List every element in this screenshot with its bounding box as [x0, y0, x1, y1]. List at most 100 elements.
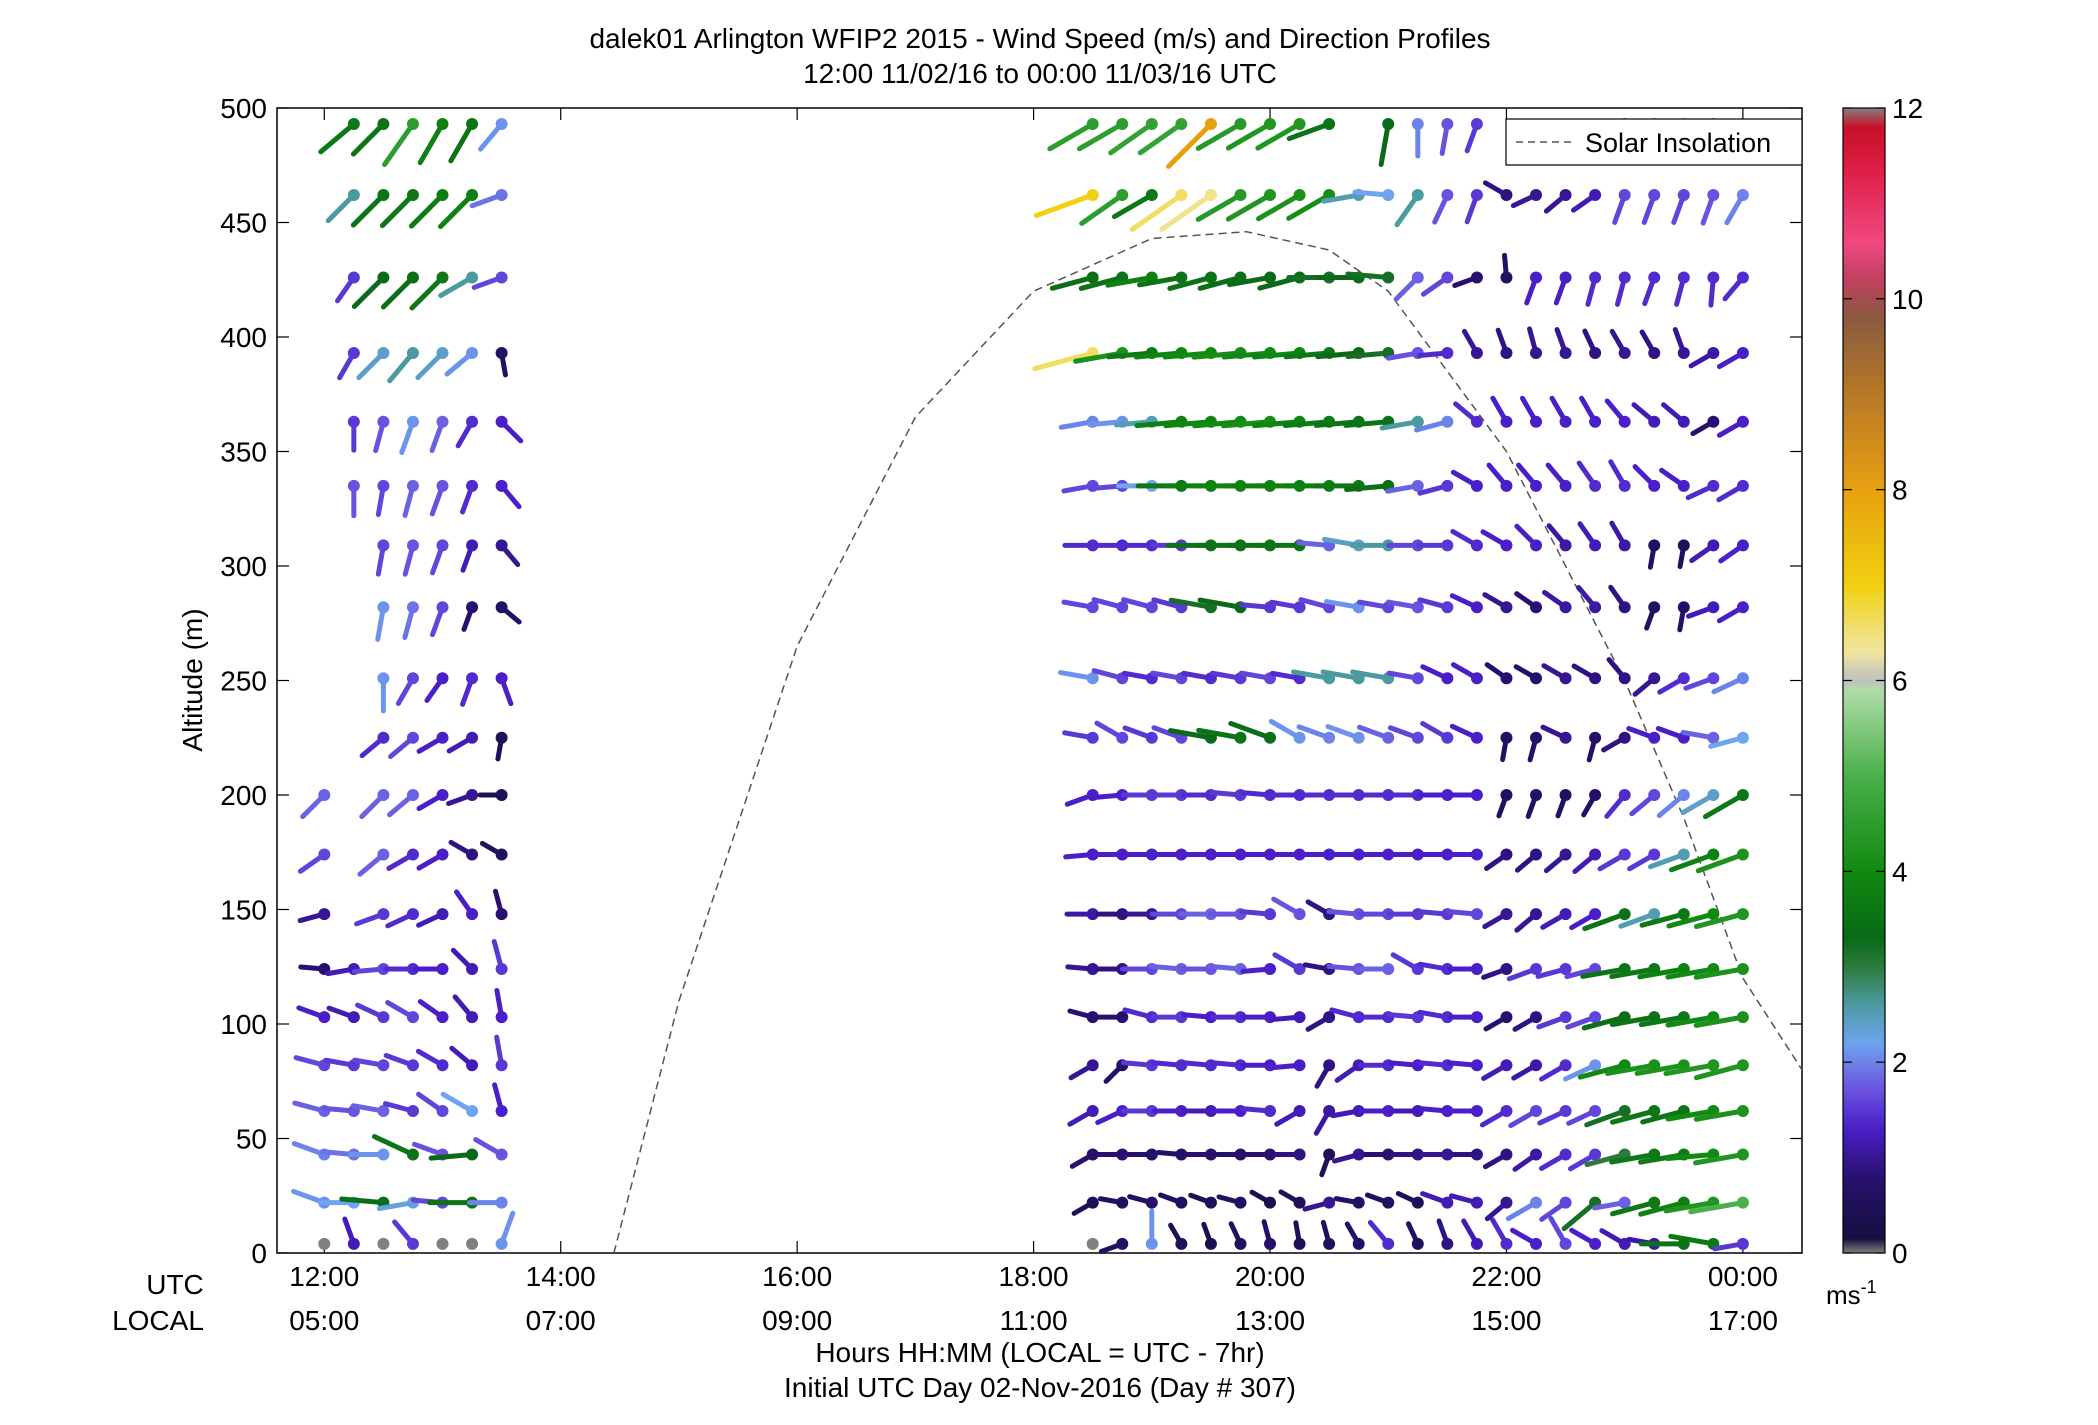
wind-barb-shaft [1168, 597, 1214, 610]
wind-barb-shaft [1640, 1108, 1687, 1125]
wind-barb-head [436, 189, 449, 202]
wind-barb-head [1618, 189, 1631, 202]
wind-barb-head [1707, 539, 1720, 552]
wind-barb-shaft [1693, 1014, 1746, 1028]
wind-barb-shaft [1283, 350, 1332, 360]
wind-barb-shaft [380, 274, 416, 310]
wind-barb-head [1559, 271, 1572, 284]
wind-barb-shaft [438, 274, 475, 299]
wind-barb-head [466, 963, 479, 976]
wind-barb-head [436, 271, 449, 284]
wind-barb-head [318, 1011, 331, 1024]
wind-barb-head [1382, 1105, 1395, 1118]
wind-barb-head [1500, 479, 1513, 492]
wind-barb-head [1086, 908, 1099, 921]
wind-barb-head [1589, 848, 1602, 861]
wind-barb-head [1323, 1237, 1336, 1250]
wind-barb-head [1086, 271, 1099, 284]
local-row-label: LOCAL [112, 1305, 204, 1336]
wind-barb-head [1116, 1011, 1129, 1024]
wind-barb-head [1559, 1196, 1572, 1209]
wind-barb-head [1204, 271, 1217, 284]
wind-barb-head [1530, 479, 1543, 492]
wind-barb-head [1677, 848, 1690, 861]
wind-barb-head [1736, 1059, 1749, 1072]
wind-barb-shaft [1584, 1108, 1628, 1128]
wind-barb-head [436, 672, 449, 685]
wind-barb-head [1707, 479, 1720, 492]
wind-barb-head [1589, 789, 1602, 801]
wind-barb-head [1086, 189, 1099, 202]
wind-barb-head [1086, 1059, 1099, 1072]
wind-barb-head [1470, 1059, 1483, 1072]
wind-barb-head [1441, 118, 1454, 131]
wind-barb-shaft [1561, 1200, 1598, 1232]
wind-barb-head [1618, 1105, 1631, 1118]
wind-barb-shaft [1609, 1014, 1657, 1028]
wind-barb-shaft [1666, 911, 1716, 929]
wind-barb-head [377, 415, 390, 428]
wind-barb-shaft [351, 274, 386, 310]
wind-barb-head [1264, 118, 1277, 131]
wind-barb-head [495, 672, 508, 685]
x-tick-label-local: 15:00 [1471, 1305, 1541, 1336]
wind-barb-head [1589, 479, 1602, 492]
wind-barb-shaft [1290, 669, 1332, 681]
wind-barb-head [1441, 1196, 1454, 1209]
wind-barb-head [1470, 789, 1483, 801]
y-tick-label: 100 [220, 1009, 267, 1040]
wind-barb-head [466, 731, 479, 744]
wind-barb-shaft [1137, 274, 1184, 288]
wind-barb-head [1530, 601, 1543, 614]
wind-barb-shaft [1047, 121, 1096, 152]
wind-barb-head [1559, 189, 1572, 202]
wind-barb-head [347, 1011, 360, 1024]
wind-barb-shaft [1638, 1014, 1687, 1028]
wind-barb-head [1411, 189, 1424, 202]
colorbar: 0 2 4 6 8 10 12 [1842, 93, 1923, 1269]
wind-barb-shaft [350, 192, 386, 228]
x-axis: 12:00 14:00 16:00 18:00 20:00 22:00 00:00 05:00… [289, 108, 1778, 1336]
wind-barb-head [1707, 848, 1720, 861]
wind-barb-head [1677, 672, 1690, 685]
wind-barb-head [1530, 271, 1543, 284]
wind-barb-shaft [409, 274, 446, 311]
wind-barb-head [1145, 601, 1158, 614]
wind-barb-head [1175, 1148, 1188, 1161]
wind-barb-head [347, 118, 360, 131]
wind-barb-head [1441, 271, 1454, 284]
wind-barb-head [1530, 963, 1543, 976]
wind-barb-head [466, 271, 479, 284]
wind-barb-head [1411, 118, 1424, 131]
wind-barb-head [1441, 479, 1454, 492]
wind-barb-head [1530, 1148, 1543, 1161]
wind-barb-shaft [1343, 419, 1391, 428]
wind-barb-shaft [339, 1196, 386, 1206]
wind-barb-head [1382, 731, 1395, 744]
wind-barb-shaft [428, 1152, 475, 1161]
wind-barb-shaft [1167, 728, 1214, 741]
wind-barb-head [1618, 731, 1631, 744]
wind-barb-head [1293, 1059, 1306, 1072]
wind-barb-head [1470, 963, 1483, 976]
wind-barb-head [1411, 271, 1424, 284]
wind-barb-head [1411, 1237, 1424, 1250]
wind-barb-head [1530, 731, 1543, 744]
wind-barb-head [1293, 1237, 1306, 1250]
wind-barb-shaft [1079, 192, 1125, 226]
wind-barb-head [1707, 189, 1720, 202]
wind-barb-shaft [1111, 192, 1155, 220]
y-tick-label: 50 [236, 1124, 267, 1155]
wind-barb-head [466, 789, 479, 801]
wind-barb-head [1736, 539, 1749, 552]
wind-barb-head [1530, 672, 1543, 685]
wind-barb-head [1382, 271, 1395, 284]
wind-barb-head [1618, 479, 1631, 492]
wind-barb-shaft [1255, 121, 1303, 151]
wind-barb-shaft [1582, 911, 1628, 932]
colorbar-tick-label: 4 [1892, 856, 1908, 887]
wind-barb-shaft [325, 192, 357, 224]
wind-barb-head [1736, 672, 1749, 685]
wind-barb-shaft [1286, 121, 1332, 142]
